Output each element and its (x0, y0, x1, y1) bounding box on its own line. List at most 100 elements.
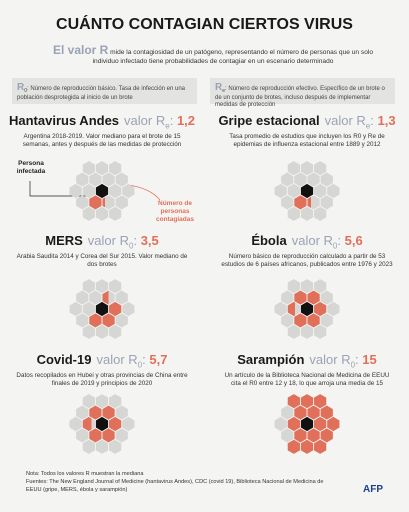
contact-hex (95, 279, 109, 294)
contact-hex (76, 172, 89, 187)
r-type: 0 (137, 360, 143, 370)
title: CUÁNTO CONTAGIAN CIERTOS VIRUS (56, 16, 353, 33)
r-prefix: valor R (124, 113, 166, 128)
virus-name: Covid-19 (36, 352, 92, 367)
contact-hex (69, 183, 82, 199)
contact-hex (109, 206, 122, 221)
contact-hex (109, 394, 122, 409)
contact-hex (327, 183, 340, 199)
r-label: valor Re: (124, 113, 177, 131)
contact-hex (82, 183, 95, 199)
r-sep: : (370, 113, 374, 128)
hex-cluster (69, 161, 135, 221)
contact-hex (320, 290, 333, 305)
contact-hex (281, 405, 294, 420)
contact-hex (76, 313, 89, 328)
panel: MERS valor R0: 3,5 Arabia Saudita 2014 y C… (0, 233, 204, 269)
panel: Ébola valor R0: 5,6 Número básico de repro… (205, 233, 409, 269)
r-label: valor R0: (291, 233, 345, 251)
r-type: 0 (332, 241, 338, 251)
value-label: 15 (362, 352, 377, 367)
intro: El valor R mide la contagiosidad de un p… (48, 42, 378, 67)
contact-hex (95, 206, 109, 221)
note: Nota: Todos los valores R muestran la me… (26, 471, 144, 477)
panel-header: Gripe estacional valor Re: 1,3 (205, 113, 409, 131)
contact-hex (307, 405, 320, 420)
r-label: valor R0: (96, 352, 149, 370)
r-type: 0 (350, 360, 356, 370)
contact-hex (102, 290, 115, 305)
contact-hex (300, 439, 314, 454)
infected-hex (95, 183, 109, 199)
value-label: 5,6 (344, 233, 363, 248)
contact-hex (314, 394, 327, 409)
contagion-mark (274, 394, 340, 454)
contact-hex (115, 428, 128, 443)
contact-hex (274, 416, 287, 432)
r-prefix: valor R (87, 233, 129, 248)
contact-hex (314, 279, 327, 294)
contact-hex (115, 290, 128, 305)
contact-hex (95, 394, 109, 409)
value-label: 5,7 (149, 352, 168, 367)
contact-hex (89, 290, 102, 305)
contact-hex (95, 439, 109, 454)
r-prefix: valor R (324, 113, 366, 128)
r-prefix: valor R (291, 233, 333, 248)
contact-hex (320, 172, 333, 187)
contact-hex (82, 206, 95, 221)
hex-cluster (274, 279, 340, 339)
value-label: 1,3 (377, 113, 396, 128)
contact-hex (89, 195, 102, 210)
contact-hex (82, 324, 95, 339)
description: Tasa promedio de estudios que incluyen l… (229, 132, 385, 148)
contact-hex (287, 206, 300, 221)
contact-hex (102, 405, 115, 420)
panel-header: Hantavirus Andes valor Re: 1,2 (0, 113, 204, 131)
contact-hex (300, 324, 314, 339)
panel-header: Ébola valor R0: 5,6 (205, 233, 409, 251)
contact-hex (89, 405, 102, 420)
contact-hex (109, 279, 122, 294)
panel-header: Sarampión valor R0: 15 (205, 352, 409, 370)
contact-hex (294, 313, 307, 328)
contact-hex (287, 161, 300, 176)
contact-hex (109, 183, 122, 199)
r-type: 0 (128, 241, 134, 251)
contact-hex (307, 290, 320, 305)
intro-term: El valor R (52, 43, 109, 57)
infected-hex (95, 301, 109, 317)
description: Argentina 2018-2019. Valor mediano para … (22, 132, 182, 148)
contact-hex (307, 313, 320, 328)
contact-hex (76, 428, 89, 443)
contact-hex (320, 428, 333, 443)
infected-hex (300, 416, 314, 432)
r-label: valor R0: (309, 352, 362, 370)
contact-hex (307, 172, 320, 187)
contact-hex (287, 183, 300, 199)
sources: Fuentes: The New England Journal of Medi… (26, 479, 324, 494)
definition: Re: Número de reproducción efectivo. Esp… (210, 78, 395, 108)
contact-hex (314, 301, 327, 317)
contact-hex (327, 416, 340, 432)
contact-hex (274, 183, 287, 199)
hex-cluster (69, 394, 135, 454)
intro-text: mide la contagiosidad de un patógeno, re… (92, 49, 374, 66)
contact-hex (281, 172, 294, 187)
contact-hex (102, 195, 115, 210)
r-type: e (365, 121, 371, 131)
virus-name: Hantavirus Andes (8, 113, 120, 128)
infected-hex (95, 416, 109, 432)
r-prefix: valor R (96, 352, 138, 367)
contact-hex (307, 195, 320, 210)
def-text: Número de reproducción efectivo. Específ… (215, 86, 385, 109)
contact-hex (287, 439, 300, 454)
r-label: valor R0: (87, 233, 141, 251)
contact-hex (294, 172, 307, 187)
def-symbol: R (215, 82, 223, 93)
contact-hex (109, 439, 122, 454)
contact-hex (95, 324, 109, 339)
contact-hex (281, 290, 294, 305)
panel-header: Covid-19 valor R0: 5,7 (0, 352, 204, 370)
